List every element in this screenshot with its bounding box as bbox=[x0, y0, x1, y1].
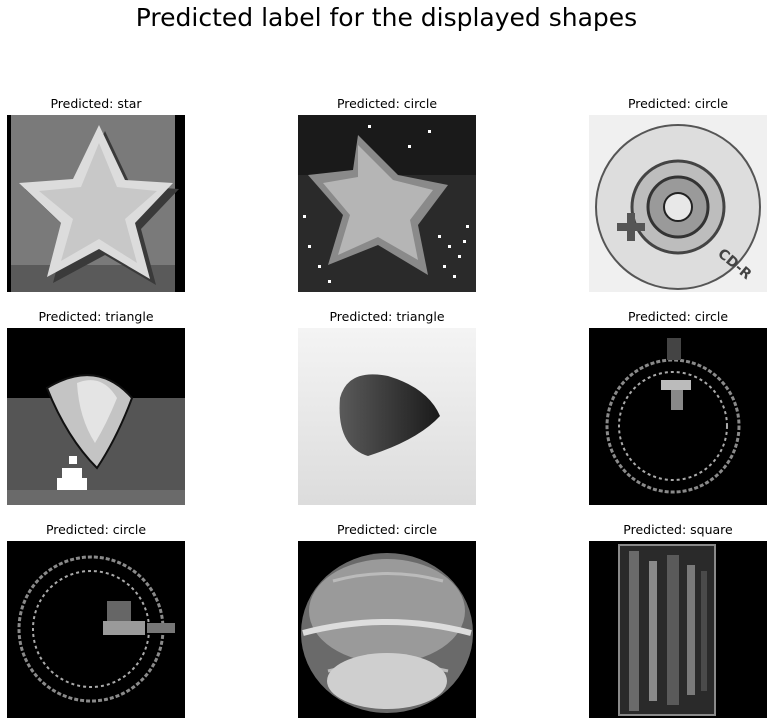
panel-9-image bbox=[589, 541, 767, 718]
panel-5-image bbox=[298, 328, 476, 505]
panel-5-title: Predicted: triangle bbox=[329, 309, 445, 324]
panel-6-image bbox=[589, 328, 767, 505]
ball-image bbox=[298, 541, 476, 718]
star-image bbox=[7, 115, 185, 292]
panel-4-image bbox=[7, 328, 185, 505]
noisy-star-image bbox=[298, 115, 476, 292]
cd-disc-image: CD-R bbox=[589, 115, 767, 292]
panel-3-image: CD-R bbox=[589, 115, 767, 292]
panel-1-image bbox=[7, 115, 185, 292]
cylinder-image bbox=[589, 541, 767, 718]
panel-1-title: Predicted: star bbox=[50, 96, 142, 111]
panel-8-title: Predicted: circle bbox=[336, 522, 438, 537]
panel-2-title: Predicted: circle bbox=[336, 96, 438, 111]
panel-4-title: Predicted: triangle bbox=[38, 309, 154, 324]
panel-7-title: Predicted: circle bbox=[45, 522, 147, 537]
figure-title: Predicted label for the displayed shapes bbox=[135, 3, 638, 32]
panel-9-title: Predicted: square bbox=[623, 522, 733, 537]
panel-3-title: Predicted: circle bbox=[627, 96, 729, 111]
ring-image bbox=[589, 328, 767, 505]
panel-2-image bbox=[298, 115, 476, 292]
panel-6-title: Predicted: circle bbox=[627, 309, 729, 324]
ring-image-2 bbox=[7, 541, 185, 718]
panel-7-image bbox=[7, 541, 185, 718]
panel-8-image bbox=[298, 541, 476, 718]
rounded-triangle-image bbox=[7, 328, 185, 505]
cone-image bbox=[298, 328, 476, 505]
